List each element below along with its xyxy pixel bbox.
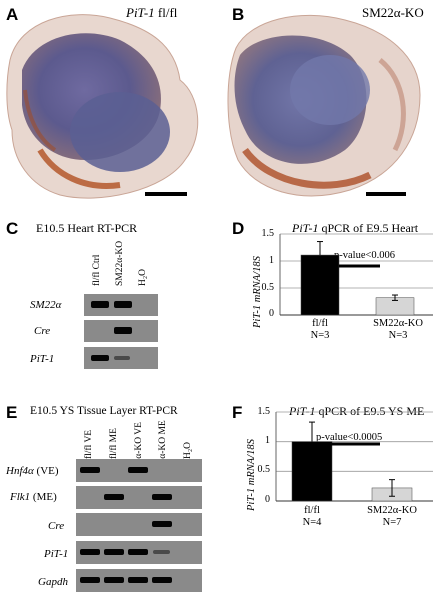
panel-b-label: B <box>232 5 245 24</box>
panel-c-lane-3: H₂O <box>138 268 148 286</box>
gel-band <box>152 494 172 500</box>
panel-a-label: A <box>6 5 19 24</box>
panel-c-title: E10.5 Heart RT-PCR <box>36 221 138 235</box>
panel-f-xlabel-1: fl/fl N=4 <box>302 505 322 528</box>
panel-b-image <box>227 14 421 197</box>
gel-band <box>114 356 130 360</box>
gel-band <box>91 301 109 308</box>
gel-band <box>114 327 132 334</box>
panel-e-gel-cre <box>76 513 202 536</box>
panel-b-title: SM22α-KO <box>362 5 424 20</box>
panel-c-gel-sm22 <box>84 294 158 316</box>
panel-e-row-cre: Cre <box>48 520 65 532</box>
gel-band <box>128 577 148 583</box>
gel-band <box>152 577 172 583</box>
panel-c-gel-pit1 <box>84 347 158 369</box>
gel-band <box>104 549 124 555</box>
panel-c-row-pit1: PiT-1 <box>30 353 55 365</box>
panel-c-label: C <box>6 219 19 238</box>
panel-f-ytick-3: 1.5 <box>257 406 271 417</box>
panel-e-gel-gapdh <box>76 569 202 592</box>
panel-d-ytick-3: 1.5 <box>261 228 275 239</box>
gel-band <box>128 549 148 555</box>
panel-d-title: PiT-1 qPCR of E9.5 Heart <box>292 221 419 235</box>
panel-d-pvalue: p-value<0.006 <box>334 250 396 261</box>
panel-a-image <box>6 14 199 199</box>
panel-e-lane-2: fl/fl ME <box>109 428 119 459</box>
gel-band <box>128 467 148 473</box>
panel-c-lane-1: fl/fl Ctrl <box>92 254 102 286</box>
panel-c-row-sm22: SM22α <box>30 299 62 311</box>
panel-f-xlabel-2: SM22α-KO N=7 <box>367 505 417 528</box>
gel-band <box>104 494 124 500</box>
gel-band <box>104 577 124 583</box>
panel-e-gel-flk1 <box>76 486 202 509</box>
gel-band <box>114 301 132 308</box>
panel-a-title: PiT-1 fl/fl <box>126 5 178 20</box>
panel-f-bar-1 <box>291 441 333 502</box>
panel-c-row-cre: Cre <box>34 325 51 337</box>
panel-f-ytick-0: 0 <box>265 494 270 505</box>
panel-e-title: E10.5 YS Tissue Layer RT-PCR <box>30 405 178 417</box>
gel-band <box>80 467 100 473</box>
panel-d-label: D <box>232 219 245 238</box>
panel-d-xlabel-2: SM22α-KO N=3 <box>373 318 423 341</box>
gel-band <box>152 521 172 527</box>
panel-e-gel-hnf4a <box>76 459 202 482</box>
panel-e-gel-pit1 <box>76 541 202 564</box>
panel-f-title: PiT-1 qPCR of E9.5 YS ME <box>289 404 425 418</box>
panel-f-pvalue: p-value<0.0005 <box>316 432 383 443</box>
panel-d-xlabel-1: fl/fl N=3 <box>310 318 330 341</box>
gel-band <box>80 549 100 555</box>
panel-d-ytick-2: 1 <box>269 255 274 266</box>
panel-e-row-flk1: Flk1 (ME) <box>10 491 57 503</box>
gel-band <box>80 577 100 583</box>
panel-d-ytick-1: 0.5 <box>261 282 275 293</box>
panel-e-row-hnf4a: Hnf4α (VE) <box>6 465 59 477</box>
panel-e-lane-1: fl/fl VE <box>84 429 94 459</box>
panel-e-row-pit1: PiT-1 <box>44 548 69 560</box>
gel-band <box>91 355 109 361</box>
panel-d-ytick-0: 0 <box>269 308 274 319</box>
panel-f-ytick-1: 0.5 <box>257 464 271 475</box>
panel-d-bar-1 <box>300 254 340 316</box>
panel-c-gel-cre <box>84 320 158 342</box>
panel-f-bar-2 <box>371 487 413 502</box>
panel-e-label: E <box>6 403 18 422</box>
panel-f-label: F <box>232 403 243 422</box>
panel-f-ytick-2: 1 <box>265 435 270 446</box>
panel-d-bar-2 <box>375 297 415 316</box>
panel-e-row-gapdh: Gapdh <box>38 576 68 588</box>
gel-band <box>153 550 170 554</box>
panel-e-lane-5: H₂O <box>183 441 193 459</box>
panel-c-lane-2: SM22α-KO <box>115 240 125 286</box>
